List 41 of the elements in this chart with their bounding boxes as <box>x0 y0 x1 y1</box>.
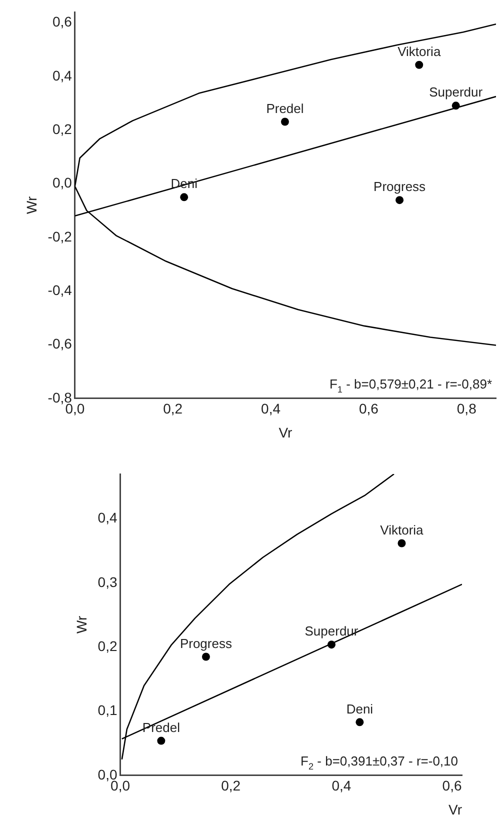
series-label: Progress <box>180 636 232 651</box>
x-tick-label: 0,6 <box>442 778 462 794</box>
series-label: Predel <box>142 720 180 735</box>
y-tick-label: -0,8 <box>48 389 72 406</box>
point <box>202 652 210 661</box>
point <box>157 736 166 745</box>
y-tick-label: 0,2 <box>98 638 118 654</box>
y-axis-title: Wr <box>23 196 40 214</box>
series-label: Superdur <box>429 84 484 100</box>
series-label: Viktoria <box>380 522 424 538</box>
x-axis-title: Vr <box>278 424 293 440</box>
y-tick-label: -0,2 <box>48 228 72 244</box>
y-tick-label: 0,1 <box>98 702 118 718</box>
y-tick-label: 0,3 <box>98 574 118 590</box>
point <box>415 60 424 69</box>
series-label: Viktoria <box>398 44 442 59</box>
point <box>280 118 289 126</box>
series-label: Progress <box>374 179 426 194</box>
x-axis-title: Vr <box>448 801 462 818</box>
x-tick-label: 0,4 <box>261 400 281 417</box>
x-tick-label: 0,2 <box>221 778 241 794</box>
y-tick-label: 0,4 <box>52 67 72 84</box>
y-tick-label: -0,4 <box>48 282 72 298</box>
y-axis-title: Wr <box>73 616 90 634</box>
series-label: Superdur <box>304 624 359 639</box>
point <box>398 539 406 548</box>
x-tick-label: 0,4 <box>332 778 352 794</box>
y-tick-label: 0,2 <box>52 120 72 137</box>
y-tick-label: 0,0 <box>98 766 118 782</box>
x-tick-label: 0,8 <box>456 400 477 417</box>
series-label: Predel <box>266 100 304 116</box>
y-tick-label: 0,6 <box>52 14 72 30</box>
y-tick-label: 0,4 <box>98 510 118 526</box>
point <box>180 193 188 202</box>
series-label: Deni <box>346 701 374 716</box>
y-tick-label: -0,6 <box>48 336 72 352</box>
x-tick-label: 0,2 <box>163 400 183 417</box>
y-tick-label: 0,0 <box>52 174 72 191</box>
point <box>356 718 364 726</box>
x-tick-label: 0,6 <box>358 400 379 417</box>
point <box>396 196 404 204</box>
